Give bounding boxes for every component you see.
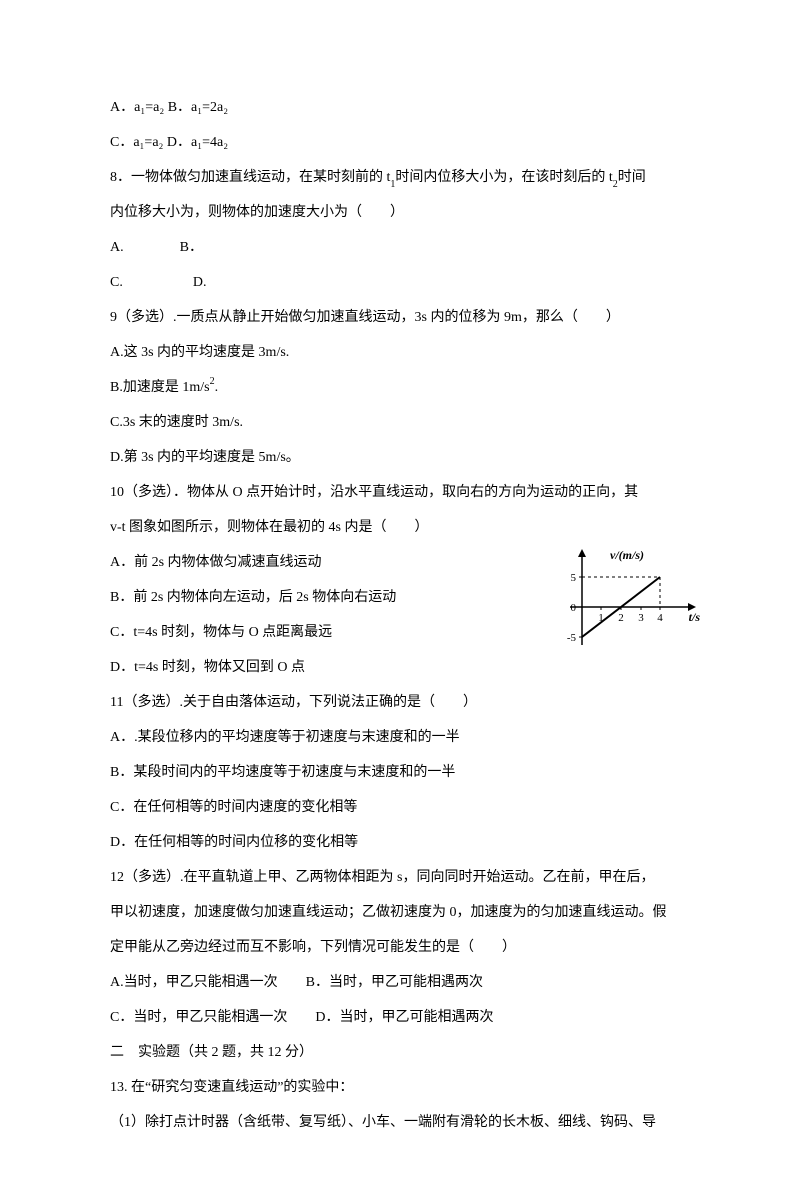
option-line: C．a₁=a₂ D．a₁=4a₂ bbox=[110, 125, 690, 160]
document-page: A．a₁=a₂ B．a₁=2a₂ C．a₁=a₂ D．a₁=4a₂ 8．一物体做… bbox=[0, 0, 800, 1180]
option-line: A.当时，甲乙只能相遇一次 B．当时，甲乙可能相遇两次 bbox=[110, 965, 690, 1000]
option-line: C．在任何相等的时间内速度的变化相等 bbox=[110, 790, 690, 825]
option-line: D．在任何相等的时间内位移的变化相等 bbox=[110, 825, 690, 860]
question-line: 甲以初速度，加速度做匀加速直线运动；乙做初速度为 0，加速度为的匀加速直线运动。… bbox=[110, 895, 690, 930]
text-fragment: B.加速度是 1m/s bbox=[110, 380, 210, 395]
superscript: 2 bbox=[210, 376, 215, 387]
text-fragment: 时间内位移大小为，在该时刻后的 t bbox=[395, 170, 612, 185]
options-with-graph: A．前 2s 内物体做匀减速直线运动 B．前 2s 内物体向左运动，后 2s 物… bbox=[110, 545, 690, 685]
section-heading: 二 实验题（共 2 题，共 12 分） bbox=[110, 1035, 690, 1070]
svg-text:t/s: t/s bbox=[689, 610, 701, 624]
vt-graph: v/(m/s) t/s 5 -5 0 1 2 3 4 bbox=[560, 545, 710, 665]
question-line: 8．一物体做匀加速直线运动，在某时刻前的 t1时间内位移大小为，在该时刻后的 t… bbox=[110, 160, 690, 195]
question-line: 12（多选）.在平直轨道上甲、乙两物体相距为 s，同向同时开始运动。乙在前，甲在… bbox=[110, 860, 690, 895]
text-fragment: . bbox=[215, 380, 219, 395]
question-line: 10（多选）．物体从 O 点开始计时，沿水平直线运动，取向右的方向为运动的正向，… bbox=[110, 475, 690, 510]
option-line: B．某段时间内的平均速度等于初速度与末速度和的一半 bbox=[110, 755, 690, 790]
svg-text:3: 3 bbox=[638, 612, 644, 624]
option-line: A.这 3s 内的平均速度是 3m/s. bbox=[110, 335, 690, 370]
svg-text:2: 2 bbox=[618, 612, 624, 624]
question-line: 9（多选）.一质点从静止开始做匀加速直线运动，3s 内的位移为 9m，那么（ ） bbox=[110, 300, 690, 335]
option-line: A. B． bbox=[110, 230, 690, 265]
option-line: A．a₁=a₂ B．a₁=2a₂ bbox=[110, 90, 690, 125]
question-line: 13. 在“研究匀变速直线运动”的实验中： bbox=[110, 1070, 690, 1105]
question-line: （1）除打点计时器（含纸带、复写纸）、小车、一端附有滑轮的长木板、细线、钩码、导 bbox=[110, 1105, 690, 1140]
text-fragment: 8．一物体做匀加速直线运动，在某时刻前的 t bbox=[110, 170, 390, 185]
option-line: B.加速度是 1m/s2. bbox=[110, 370, 690, 405]
question-line: 定甲能从乙旁边经过而互不影响，下列情况可能发生的是（ ） bbox=[110, 930, 690, 965]
option-line: C．当时，甲乙只能相遇一次 D．当时，甲乙可能相遇两次 bbox=[110, 1000, 690, 1035]
option-line: A．.某段位移内的平均速度等于初速度与末速度和的一半 bbox=[110, 720, 690, 755]
option-line: D.第 3s 内的平均速度是 5m/s。 bbox=[110, 440, 690, 475]
svg-text:4: 4 bbox=[657, 612, 663, 624]
svg-text:v/(m/s): v/(m/s) bbox=[610, 548, 644, 562]
question-line: 11（多选）.关于自由落体运动，下列说法正确的是（ ） bbox=[110, 685, 690, 720]
text-fragment: 时间 bbox=[618, 170, 646, 185]
option-line: C.3s 末的速度时 3m/s. bbox=[110, 405, 690, 440]
svg-text:-5: -5 bbox=[567, 632, 577, 644]
question-line: v‐t 图象如图所示，则物体在最初的 4s 内是（ ） bbox=[110, 510, 690, 545]
option-line: C. D. bbox=[110, 265, 690, 300]
svg-text:0: 0 bbox=[571, 602, 577, 614]
subscript: 1 bbox=[390, 179, 395, 190]
svg-text:1: 1 bbox=[598, 612, 604, 624]
subscript: 2 bbox=[613, 179, 618, 190]
svg-text:5: 5 bbox=[571, 572, 577, 584]
question-line: 内位移大小为，则物体的加速度大小为（ ） bbox=[110, 195, 690, 230]
